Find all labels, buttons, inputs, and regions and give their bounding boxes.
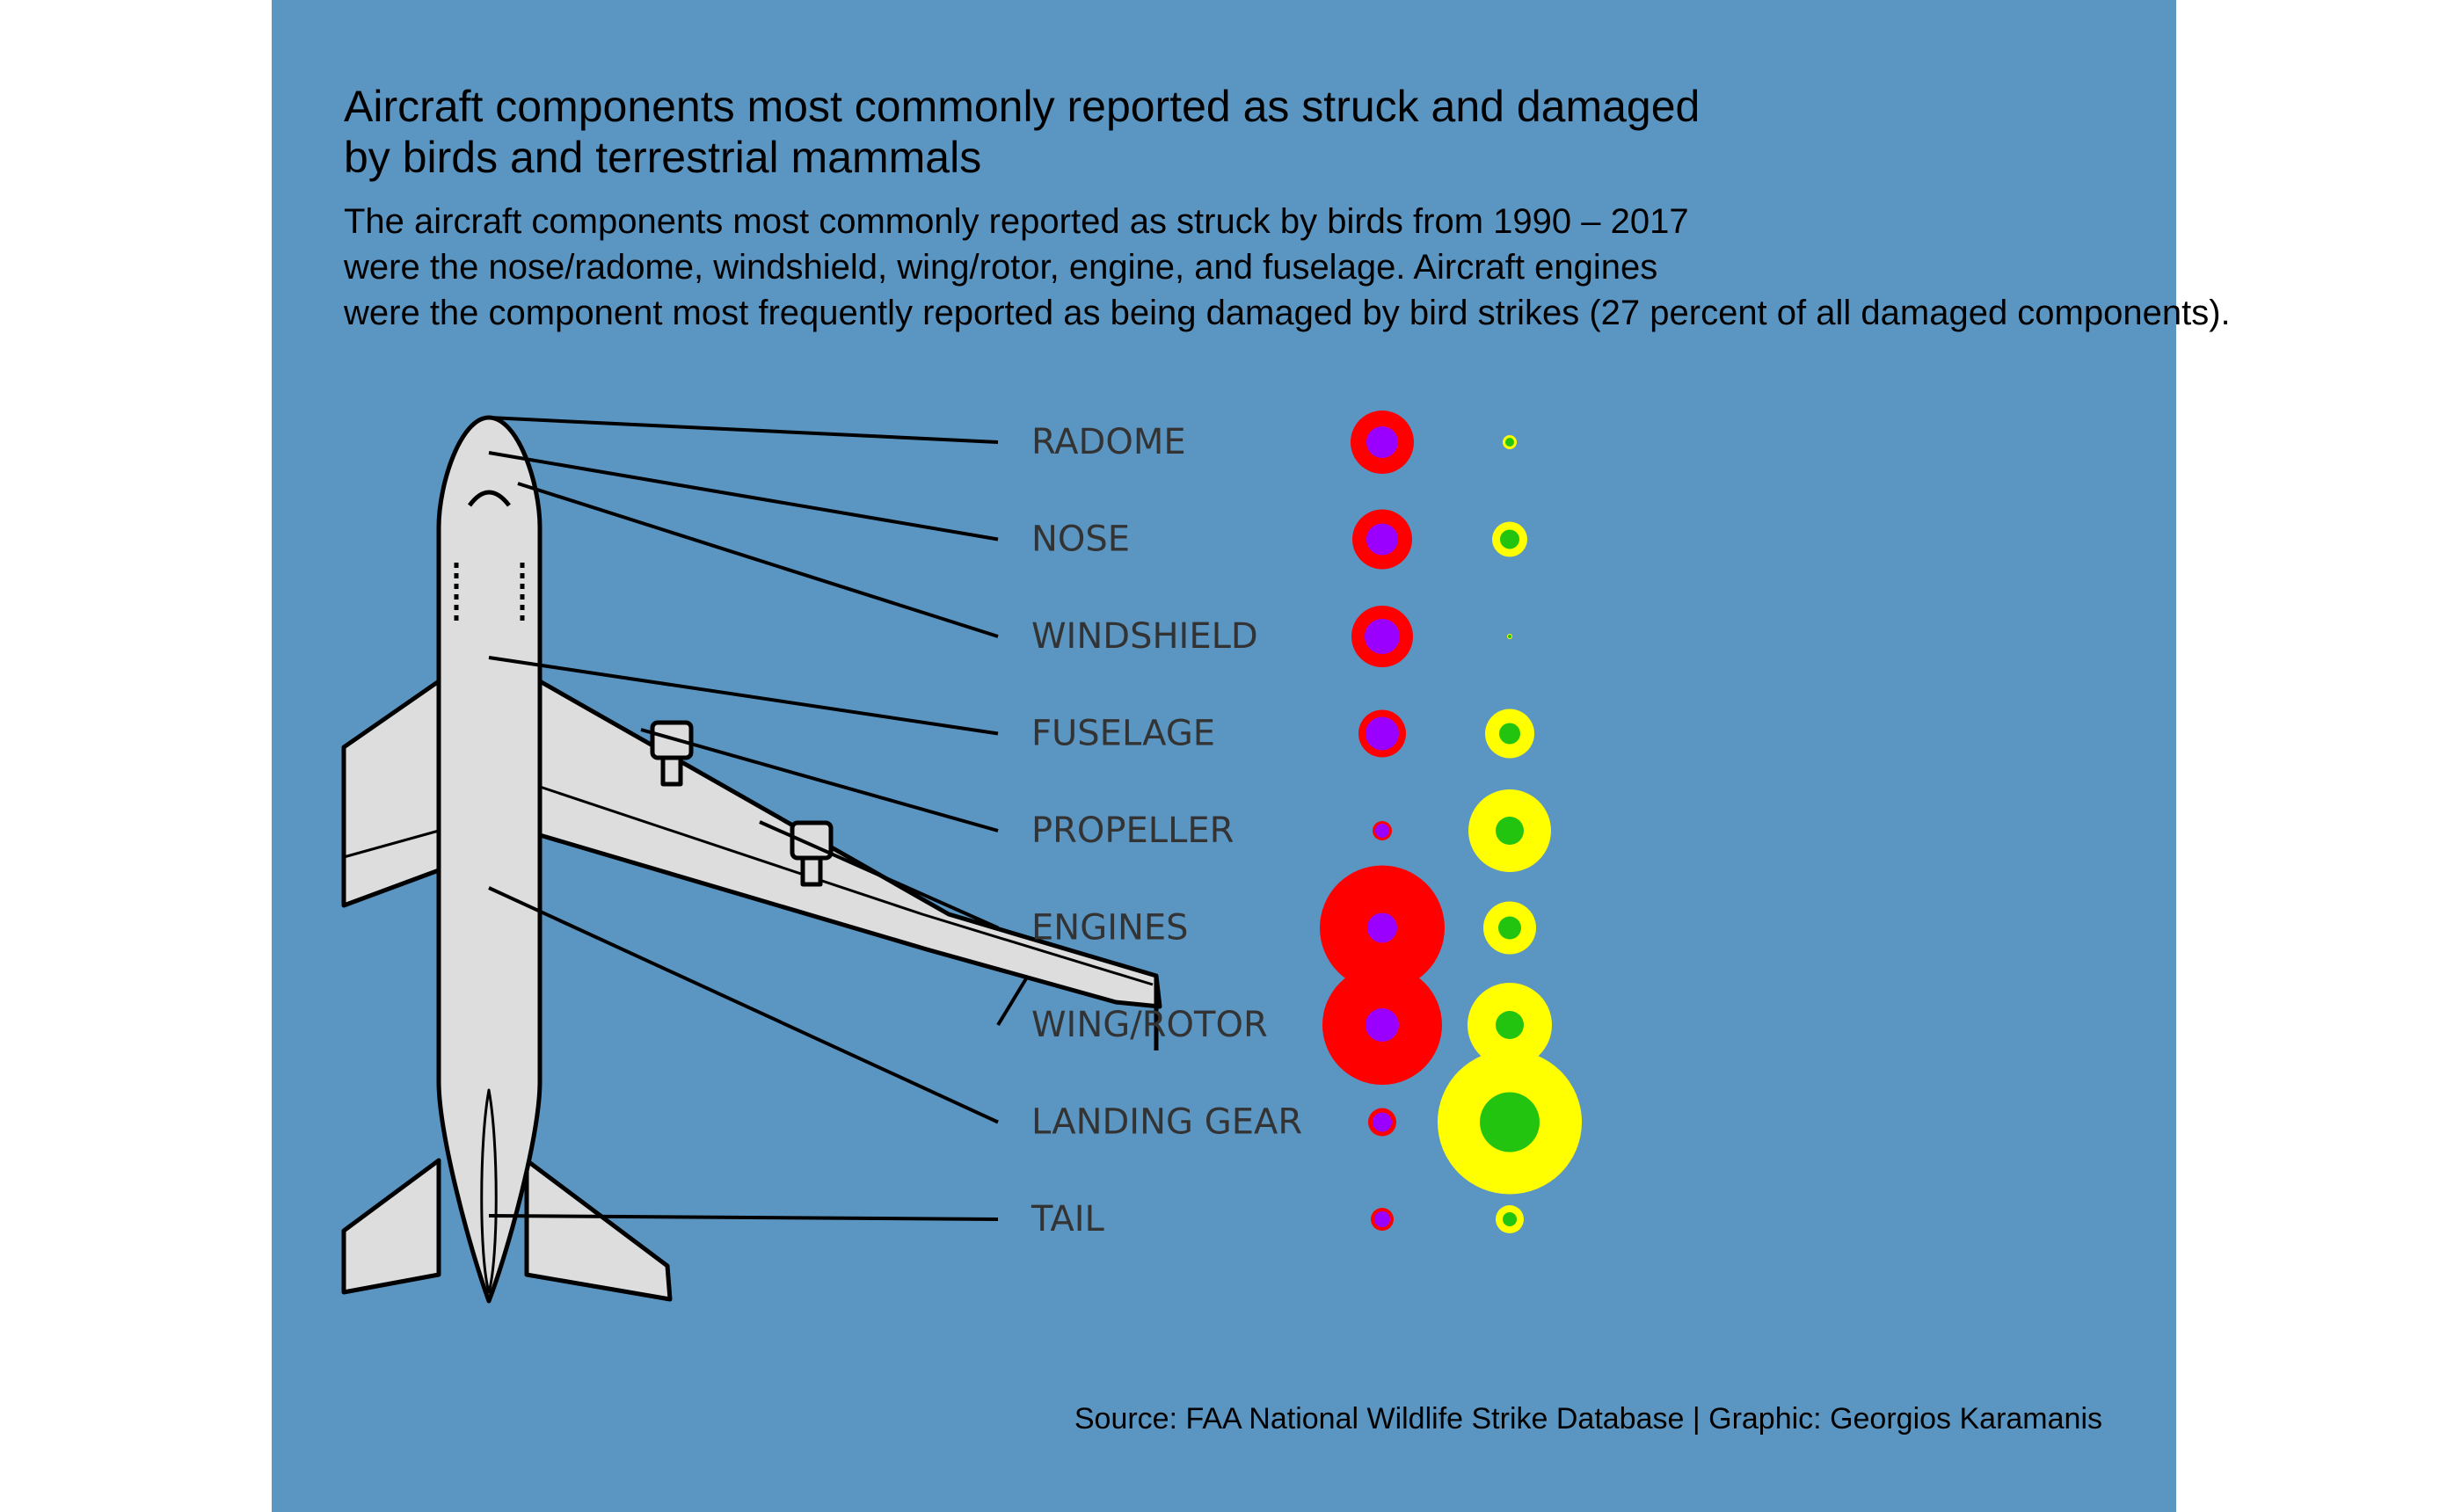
leader-line-windshield bbox=[517, 482, 999, 638]
leader-line-radome bbox=[488, 416, 999, 444]
right-wing bbox=[537, 679, 1162, 1009]
left-wing-edge bbox=[343, 829, 440, 859]
category-labels: RADOME NOSE WINDSHIELD FUSELAGE PROPELLER ENG… bbox=[1031, 422, 1302, 1239]
mammals-damaged-circle-tail bbox=[1503, 1212, 1517, 1226]
mammals-damaged-circle-propeller bbox=[1496, 817, 1524, 845]
birds-damaged-circle-tail bbox=[1374, 1211, 1390, 1227]
mammals-damaged-circle-wing-rotor bbox=[1496, 1011, 1524, 1039]
category-label-tail: TAIL bbox=[1031, 1199, 1104, 1239]
right-wing-flap-line bbox=[539, 785, 1154, 986]
right-stabilizer bbox=[524, 1158, 673, 1302]
category-label-landing-gear: LANDING GEAR bbox=[1031, 1102, 1302, 1143]
mammals-damaged-circle-nose bbox=[1500, 529, 1519, 549]
data-circles bbox=[1320, 411, 1582, 1233]
mammals-damaged-circle-landing-gear bbox=[1480, 1092, 1540, 1152]
mammals-damaged-circle-radome bbox=[1505, 438, 1514, 447]
category-label-wing-rotor: WING/ROTOR bbox=[1031, 1005, 1268, 1045]
birds-damaged-circle-radome bbox=[1366, 426, 1398, 458]
birds-damaged-circle-fuselage bbox=[1366, 716, 1399, 751]
mammals-damaged-circle-fuselage bbox=[1499, 723, 1520, 745]
chart-subtitle: The aircraft components most commonly re… bbox=[344, 202, 2231, 332]
category-label-engines: ENGINES bbox=[1031, 908, 1189, 949]
birds-damaged-circle-wing-rotor bbox=[1366, 1008, 1399, 1042]
birds-damaged-circle-engines bbox=[1367, 912, 1397, 943]
birds-damaged-circle-landing-gear bbox=[1373, 1112, 1392, 1132]
airplane-illustration bbox=[341, 415, 1162, 1304]
mammals-damaged-circle-windshield bbox=[1508, 635, 1511, 638]
engine-inner bbox=[650, 720, 694, 787]
cockpit-window bbox=[467, 490, 511, 507]
category-label-radome: RADOME bbox=[1031, 422, 1186, 462]
left-wing bbox=[341, 679, 441, 908]
category-label-propeller: PROPELLER bbox=[1031, 811, 1234, 851]
fuselage bbox=[436, 415, 543, 1304]
chart-title: Aircraft components most commonly report… bbox=[344, 82, 1701, 182]
leader-line-tail bbox=[488, 1214, 999, 1221]
leader-lines bbox=[488, 416, 1030, 1221]
leader-line-nose bbox=[488, 451, 999, 542]
mammals-damaged-circle-engines bbox=[1498, 916, 1521, 940]
leader-line-wing-rotor bbox=[996, 974, 1030, 1027]
birds-damaged-circle-propeller bbox=[1375, 824, 1389, 838]
chart-plot: RADOME NOSE WINDSHIELD FUSELAGE PROPELLER ENG… bbox=[341, 411, 1582, 1304]
left-stabilizer bbox=[341, 1158, 441, 1295]
leader-line-propeller bbox=[640, 728, 999, 832]
chart-area: Aircraft components most commonly report… bbox=[272, 0, 2447, 1512]
leader-line-landing-gear bbox=[488, 886, 999, 1124]
leader-line-fuselage bbox=[488, 656, 999, 736]
tail-fin bbox=[480, 1088, 498, 1294]
birds-damaged-circle-nose bbox=[1366, 523, 1398, 556]
birds-damaged-circle-windshield bbox=[1365, 619, 1400, 654]
leader-line-engines bbox=[759, 820, 999, 930]
chart-caption: Source: FAA National Wildlife Strike Dat… bbox=[1074, 1402, 2102, 1436]
category-label-windshield: WINDSHIELD bbox=[1031, 616, 1258, 657]
category-label-fuselage: FUSELAGE bbox=[1031, 714, 1215, 754]
category-label-nose: NOSE bbox=[1031, 520, 1130, 560]
